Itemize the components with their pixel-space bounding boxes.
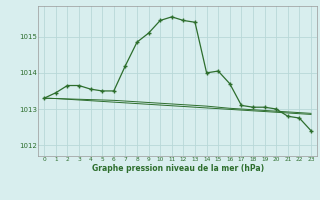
X-axis label: Graphe pression niveau de la mer (hPa): Graphe pression niveau de la mer (hPa) [92,164,264,173]
